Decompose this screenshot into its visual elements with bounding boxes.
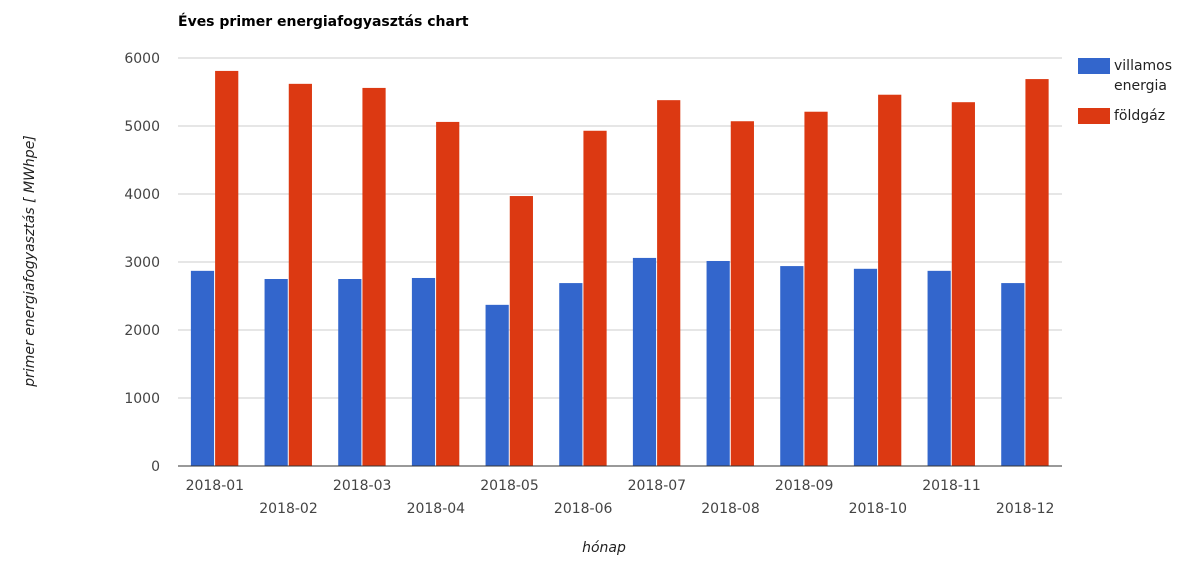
x-tick-label: 2018-06 [554, 501, 613, 517]
bar [878, 94, 902, 466]
x-tick-label: 2018-07 [628, 478, 687, 494]
x-tick-label: 2018-02 [259, 501, 318, 517]
bar [632, 257, 657, 466]
y-tick-label: 0 [151, 459, 160, 475]
chart-title: Éves primer energiafogyasztás chart [178, 13, 469, 30]
bar [215, 70, 239, 467]
x-tick-label: 2018-04 [407, 501, 466, 517]
legend-swatch [1078, 58, 1110, 74]
legend-item: földgáz [1078, 106, 1188, 126]
y-tick-label: 3000 [124, 255, 160, 271]
bar [436, 121, 460, 467]
x-axis-title: hónap [582, 540, 626, 556]
y-tick-label: 5000 [124, 119, 160, 135]
bar [559, 283, 583, 466]
bar [190, 270, 215, 466]
x-tick-label: 2018-08 [701, 501, 760, 517]
x-tick-label: 2018-11 [922, 478, 981, 494]
bar [288, 83, 312, 466]
x-tick-label: 2018-03 [333, 478, 392, 494]
y-tick-label: 1000 [124, 391, 160, 407]
bar [411, 277, 436, 466]
bar [1025, 79, 1049, 466]
bar [927, 270, 951, 466]
y-tick-label: 2000 [124, 323, 160, 339]
x-tick-label: 2018-10 [849, 501, 908, 517]
bar [804, 111, 828, 466]
bar [657, 100, 681, 466]
bar [264, 279, 288, 466]
legend-label: villamos energia [1114, 58, 1173, 94]
bar [485, 304, 509, 466]
x-tick-label: 2018-12 [996, 501, 1055, 517]
x-tick-label: 2018-05 [480, 478, 539, 494]
y-tick-label: 6000 [124, 51, 160, 67]
bar [362, 87, 386, 467]
bar [583, 130, 607, 466]
legend-swatch [1078, 108, 1110, 124]
legend-item: villamos energia [1078, 56, 1188, 96]
bar [730, 121, 754, 467]
legend-label: földgáz [1114, 108, 1166, 124]
bar [1001, 283, 1025, 466]
y-tick-label: 4000 [124, 187, 160, 203]
bar [706, 260, 730, 466]
bar [780, 266, 804, 466]
x-tick-label: 2018-01 [186, 478, 245, 494]
y-axis-title: primer energiafogyasztás [ MWhpe] [22, 135, 38, 387]
bar [338, 279, 362, 466]
bar [509, 196, 533, 467]
x-tick-label: 2018-09 [775, 478, 834, 494]
bar [853, 268, 878, 466]
bar [951, 102, 975, 466]
